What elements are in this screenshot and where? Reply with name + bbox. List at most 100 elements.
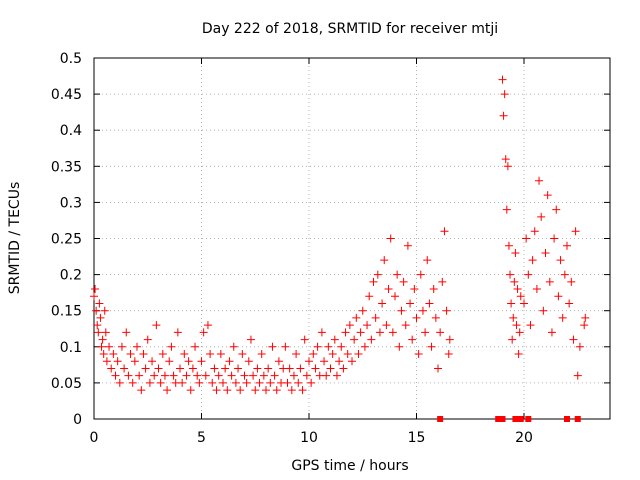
data-point	[101, 328, 110, 337]
data-point	[259, 371, 268, 380]
data-point	[97, 342, 106, 351]
data-point	[253, 364, 262, 373]
y-tick-label: 0.5	[60, 51, 82, 67]
y-axis-label: SRMTID / TECUs	[7, 182, 23, 295]
data-point	[244, 357, 253, 366]
data-point	[160, 371, 169, 380]
data-point	[360, 342, 369, 351]
x-tick-label: 10	[300, 430, 318, 446]
data-point	[94, 328, 103, 337]
data-point	[339, 364, 348, 373]
data-point	[219, 378, 227, 387]
data-point	[545, 277, 554, 286]
data-point	[512, 321, 521, 330]
data-point	[317, 328, 326, 337]
data-point	[563, 241, 571, 250]
data-point	[113, 357, 122, 366]
data-point	[255, 378, 264, 387]
data-point	[399, 277, 408, 286]
data-point	[100, 306, 109, 315]
data-point	[165, 357, 174, 366]
data-point	[322, 371, 331, 380]
data-point	[203, 321, 212, 330]
data-point	[507, 299, 516, 308]
data-point	[410, 285, 419, 294]
data-point	[242, 378, 251, 387]
data-point	[180, 350, 189, 359]
data-point	[227, 371, 236, 380]
data-point	[193, 371, 202, 380]
data-point	[442, 306, 451, 315]
zero-marker	[499, 416, 506, 422]
data-point	[341, 328, 350, 337]
data-point	[558, 313, 567, 322]
y-tick-label: 0	[73, 412, 82, 428]
y-tick-label: 0.3	[60, 195, 82, 211]
data-point	[499, 111, 508, 120]
data-point	[388, 328, 397, 337]
data-point	[292, 350, 301, 359]
data-point	[514, 350, 523, 359]
data-point	[416, 270, 425, 279]
data-point	[262, 386, 270, 395]
data-point	[95, 299, 104, 308]
data-point	[440, 227, 449, 236]
data-point	[573, 371, 582, 380]
data-point	[367, 335, 376, 344]
data-point	[90, 292, 98, 301]
data-point	[133, 342, 141, 351]
data-point	[208, 378, 217, 387]
data-point	[92, 306, 101, 315]
x-tick-label: 5	[197, 430, 206, 446]
data-point	[320, 357, 329, 366]
data-point	[378, 299, 387, 308]
data-point	[375, 328, 384, 337]
data-point	[515, 328, 524, 337]
data-point	[371, 313, 380, 322]
data-point	[201, 371, 210, 380]
data-point	[117, 342, 126, 351]
data-point	[552, 205, 561, 214]
data-point	[285, 364, 294, 373]
data-point	[363, 321, 372, 330]
data-point	[238, 350, 247, 359]
data-point	[197, 357, 206, 366]
data-point	[309, 350, 318, 359]
data-point	[444, 350, 453, 359]
data-point	[348, 357, 356, 366]
data-point	[264, 364, 273, 373]
data-point	[528, 256, 537, 265]
data-point	[350, 335, 359, 344]
data-point	[335, 357, 344, 366]
zero-marker	[437, 416, 444, 422]
data-point	[580, 321, 589, 330]
data-point	[393, 270, 402, 279]
data-point	[93, 321, 102, 330]
chart-title: Day 222 of 2018, SRMTID for receiver mtj…	[202, 21, 498, 37]
data-point	[298, 386, 307, 395]
data-point	[506, 270, 515, 279]
data-point	[386, 234, 395, 243]
data-point	[513, 285, 522, 294]
data-point	[270, 371, 279, 380]
data-point	[313, 342, 322, 351]
data-point	[565, 299, 574, 308]
data-point	[246, 335, 255, 344]
data-point	[421, 328, 430, 337]
data-point	[122, 328, 131, 337]
zero-marker	[574, 416, 581, 422]
data-point	[98, 335, 107, 344]
data-point	[522, 234, 531, 243]
data-point	[403, 241, 412, 250]
data-point	[225, 357, 234, 366]
data-point	[154, 364, 163, 373]
data-point	[257, 350, 266, 359]
data-point	[145, 378, 154, 387]
data-point	[434, 364, 442, 373]
data-point	[148, 357, 157, 366]
x-tick-label: 15	[408, 430, 426, 446]
data-point	[541, 248, 550, 257]
data-point	[330, 335, 339, 344]
data-point	[581, 313, 590, 322]
